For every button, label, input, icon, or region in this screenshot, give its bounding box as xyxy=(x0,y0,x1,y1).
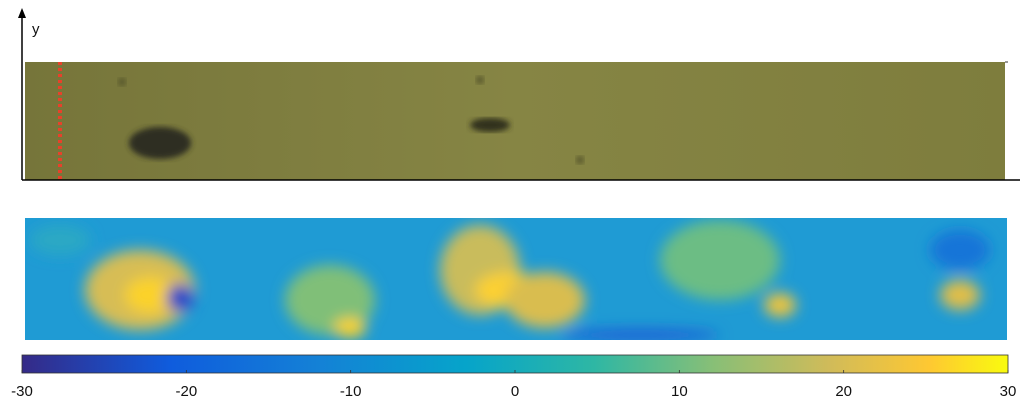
x-tick-label: -20 xyxy=(175,383,197,400)
heatmap xyxy=(25,218,1007,340)
x-tick-label: -30 xyxy=(11,383,33,400)
x-tick-label: 30 xyxy=(1000,383,1017,400)
x-tick-label: 0 xyxy=(511,383,519,400)
axis-label: y xyxy=(32,21,40,38)
axes xyxy=(18,8,1020,181)
photo-strip xyxy=(25,62,1005,180)
x-tick-label: 10 xyxy=(671,383,688,400)
x-tick-label: 20 xyxy=(835,383,852,400)
x-tick-label: -10 xyxy=(340,383,362,400)
